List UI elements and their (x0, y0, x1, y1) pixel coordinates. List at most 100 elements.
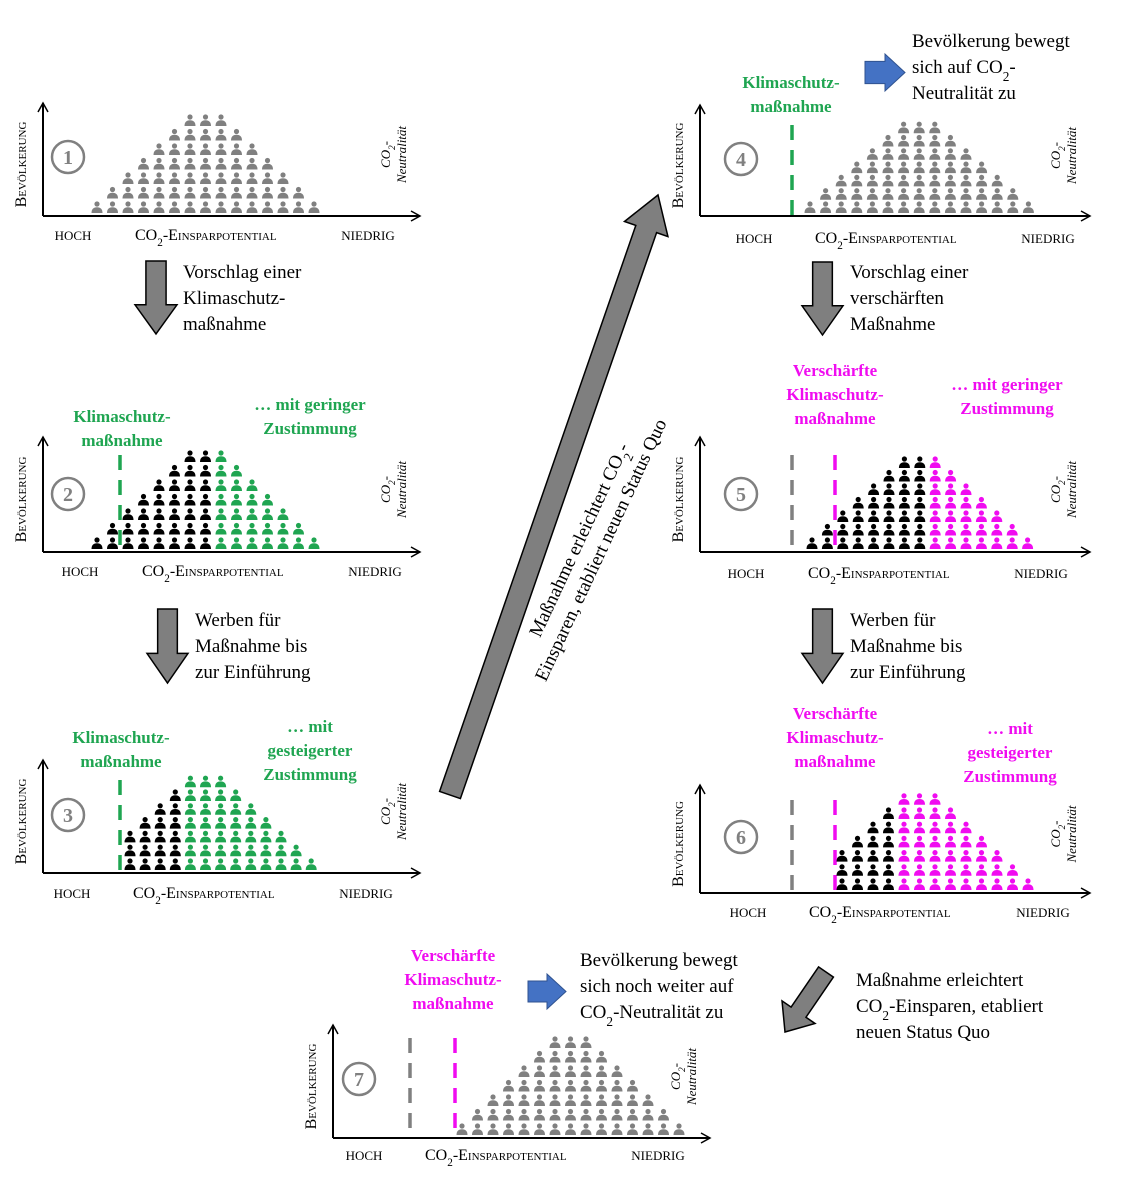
person-icon (851, 201, 863, 213)
neutrality-label: CO2- (1048, 476, 1067, 503)
x-axis-high-label: NIEDRIG (1014, 566, 1067, 581)
person-icon (565, 1094, 576, 1106)
person-icon (518, 1094, 530, 1106)
text-segment: Neutralität (1064, 127, 1079, 185)
person-icon (122, 172, 134, 184)
approval-label: Zustimmung (960, 399, 1054, 418)
y-axis-title: Bevölkerung (13, 122, 30, 208)
approval-label: Zustimmung (963, 767, 1057, 786)
neutrality-label: Neutralität (1064, 805, 1079, 863)
person-icon (867, 835, 879, 848)
step-number-badge (723, 476, 759, 512)
person-icon (991, 850, 1003, 862)
svg-text:4: 4 (736, 149, 746, 171)
person-icon (867, 864, 879, 876)
person-icon (852, 523, 864, 536)
svg-text:Verschärfte: Verschärfte (411, 946, 496, 965)
x-axis-low-label: HOCH (736, 231, 773, 246)
person-icon (200, 201, 211, 213)
person-icon (154, 803, 166, 815)
person-icon (184, 157, 196, 170)
neutrality-label: Neutralität (394, 461, 409, 519)
person-icon (914, 835, 925, 848)
person-icon (184, 128, 196, 141)
y-axis-title: Bevölkerung (303, 1044, 320, 1130)
person-icon (154, 830, 166, 843)
person-icon (882, 174, 894, 187)
person-icon (308, 537, 320, 549)
x-axis-low-label: HOCH (730, 905, 767, 920)
person-icon (534, 1123, 545, 1135)
person-icon (913, 174, 925, 187)
svg-text:Verschärfte: Verschärfte (793, 704, 878, 723)
person-icon (883, 510, 895, 522)
x-axis-title: CO2-Einsparpotential (135, 227, 277, 249)
person-icon (215, 450, 227, 462)
person-icon (898, 496, 910, 509)
population-distribution (806, 456, 1034, 549)
person-icon (565, 1108, 576, 1121)
svg-text:maßnahme: maßnahme (794, 409, 876, 428)
person-icon (868, 523, 880, 536)
person-icon (960, 510, 972, 522)
step-number-badge (50, 139, 86, 175)
text-segment: 2 (677, 1067, 687, 1072)
neutrality-label: Neutralität (684, 1048, 699, 1106)
person-icon (200, 830, 211, 843)
person-icon (929, 807, 941, 819)
person-icon (215, 537, 227, 549)
person-icon (169, 830, 181, 843)
neutrality-label: CO2- (1048, 142, 1067, 169)
right-arrow-icon (527, 972, 567, 1011)
person-icon (837, 537, 849, 549)
person-icon (914, 496, 926, 509)
text-segment: Einsparen, etabliert neuen Status Quo (531, 416, 671, 685)
svg-text:NIEDRIG: NIEDRIG (1021, 231, 1074, 246)
shift-description: Bevölkerung bewegt (912, 31, 1070, 52)
person-icon (534, 1094, 545, 1106)
person-icon (534, 1108, 545, 1121)
person-icon (945, 523, 957, 536)
panels: 1 HOCH NIEDRIG CO2-Einsparpotential Bevölker… (13, 73, 1092, 1169)
person-icon (472, 1123, 483, 1135)
svg-text:1: 1 (63, 147, 73, 169)
person-icon (836, 850, 848, 862)
person-icon (169, 803, 181, 815)
person-icon (1022, 537, 1034, 549)
person-icon (215, 464, 227, 477)
person-icon (275, 830, 287, 843)
person-icon (215, 114, 227, 126)
measure-label: Verschärfte (411, 946, 496, 965)
measure-label: maßnahme (794, 752, 876, 771)
person-icon (200, 128, 211, 141)
svg-text:Bevölkerung: Bevölkerung (670, 801, 687, 887)
person-icon (851, 161, 863, 174)
person-icon (260, 830, 272, 843)
person-icon (138, 522, 149, 535)
person-icon (215, 493, 227, 506)
svg-text:Bevölkerung: Bevölkerung (13, 122, 30, 208)
person-icon (154, 817, 166, 829)
person-icon (868, 483, 880, 495)
text-segment: Neutralität (394, 461, 409, 519)
svg-text:Werben für: Werben für (850, 610, 936, 631)
person-icon (883, 483, 895, 495)
text-segment: CO (1048, 150, 1063, 169)
svg-text:HOCH: HOCH (55, 228, 92, 243)
svg-text:HOCH: HOCH (54, 886, 91, 901)
person-icon (960, 483, 972, 495)
person-icon (184, 172, 196, 184)
person-icon (153, 522, 165, 535)
person-icon (262, 157, 273, 170)
person-icon (929, 161, 941, 174)
person-icon (991, 523, 1003, 536)
population-distribution (456, 1036, 685, 1135)
text-segment: 2 (882, 1008, 889, 1023)
svg-text:Vorschlag einer: Vorschlag einer (183, 262, 302, 283)
person-icon (184, 844, 196, 857)
person-icon (565, 1036, 576, 1048)
person-icon (627, 1108, 638, 1121)
svg-text:maßnahme: maßnahme (794, 752, 876, 771)
person-icon (487, 1123, 499, 1135)
person-icon (184, 186, 196, 199)
